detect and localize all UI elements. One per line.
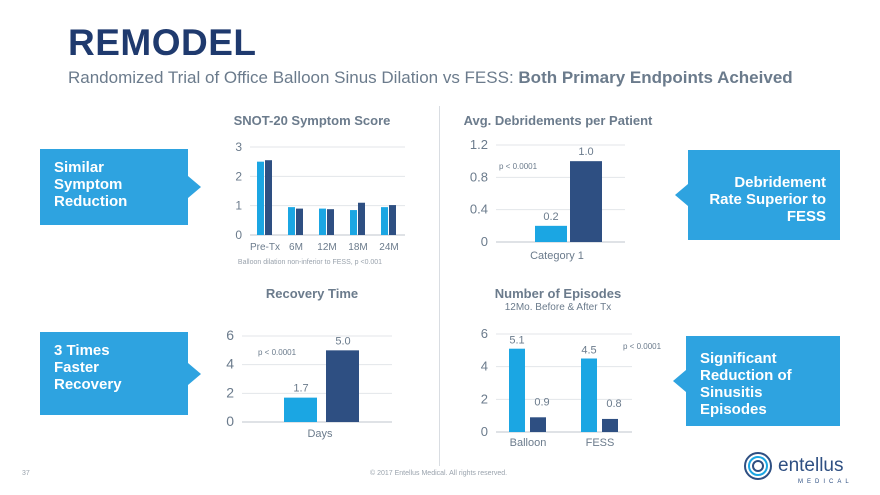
y-tick-label: 2 xyxy=(235,169,242,183)
page-number: 37 xyxy=(22,470,30,477)
debride-chart: 1.2 0.8 0.4 0 0.2 1.0 p < 0.0001 Category 1 xyxy=(470,137,625,262)
logo-sub: MEDICAL xyxy=(798,479,853,485)
episodes-pvalue: p < 0.0001 xyxy=(623,342,662,351)
bar-fess-before xyxy=(581,358,597,432)
y-tick-label: 0 xyxy=(235,228,242,242)
entellus-logo: entellus MEDICAL xyxy=(744,452,853,485)
callout-debridement: Debridement Rate Superior to FESS xyxy=(675,150,840,240)
logo-name: entellus xyxy=(778,455,844,476)
y-tick-label: 2 xyxy=(226,384,234,400)
debride-category: Category 1 xyxy=(530,250,584,262)
bar-balloon-24m xyxy=(381,207,388,235)
x-tick-label: 24M xyxy=(379,242,398,253)
y-tick-label: 0 xyxy=(226,413,234,429)
y-tick-label: 0.4 xyxy=(470,202,488,217)
bar-balloon-12m xyxy=(319,208,326,235)
recovery-category: Days xyxy=(307,428,333,440)
callout-symptom-text: Similar Symptom Reduction xyxy=(54,159,128,210)
x-tick-label: 12M xyxy=(317,242,336,253)
episodes-chart: 6 4 2 0 5.1 0.9 4.5 0.8 Balloon FESS p < 0.0001 xyxy=(481,326,662,449)
snot-chart: 3 2 1 0 Pre-Tx 6M 12M 18M 24M Balloon dilation n… xyxy=(235,140,405,266)
data-label: 0.2 xyxy=(543,211,558,223)
callout-recovery-text: 3 Times Faster Recovery xyxy=(54,342,122,393)
callout-symptom: Similar Symptom Reduction xyxy=(40,149,201,225)
debride-pvalue: p < 0.0001 xyxy=(499,162,538,171)
x-tick-label: Pre-Tx xyxy=(250,242,280,253)
swirl-icon xyxy=(744,452,772,480)
bar-balloon-after xyxy=(530,417,546,432)
x-tick-label: Balloon xyxy=(510,437,547,449)
data-label: 4.5 xyxy=(581,345,596,357)
snot-footnote: Balloon dilation non-inferior to FESS, p… xyxy=(238,259,382,266)
bar-balloon xyxy=(284,397,317,422)
bar-fess-pre-tx xyxy=(265,160,272,235)
callout-debridement-text: Debridement Rate Superior to FESS xyxy=(709,174,826,225)
page-title: REMODEL xyxy=(68,22,257,63)
bar-fess-12m xyxy=(327,209,334,235)
y-tick-label: 6 xyxy=(481,326,488,341)
bar-fess xyxy=(326,350,359,422)
y-tick-label: 0 xyxy=(481,424,488,439)
callout-episodes: Significant Reduction of Sinusitis Episo… xyxy=(673,336,840,426)
recovery-chart-title: Recovery Time xyxy=(265,286,359,301)
debride-chart-title: Avg. Debridements per Patient xyxy=(463,113,653,128)
data-label: 0.8 xyxy=(606,398,621,410)
x-tick-label: 18M xyxy=(348,242,367,253)
y-tick-label: 4 xyxy=(226,356,234,372)
y-tick-label: 2 xyxy=(481,391,488,406)
bar-balloon-6m xyxy=(288,207,295,235)
y-tick-label: 6 xyxy=(226,327,234,343)
data-label: 5.0 xyxy=(335,335,350,347)
callout-recovery: 3 Times Faster Recovery xyxy=(40,332,201,415)
copyright: © 2017 Entellus Medical. All rights rese… xyxy=(370,470,508,477)
callout-episodes-text: Significant Reduction of Sinusitis Episo… xyxy=(700,350,792,418)
x-tick-label: 6M xyxy=(289,242,303,253)
bar-balloon-pre-tx xyxy=(257,161,264,235)
bar-fess-6m xyxy=(296,208,303,235)
data-label: 5.1 xyxy=(509,335,524,347)
recovery-chart: 6 4 2 0 1.7 5.0 p < 0.0001 Days xyxy=(226,327,392,440)
subtitle-bold: Both Primary Endpoints Acheived xyxy=(518,68,793,87)
y-tick-label: 3 xyxy=(235,140,242,154)
snot-chart-title: SNOT-20 Symptom Score xyxy=(233,113,391,128)
bar-balloon xyxy=(535,225,567,242)
bar-fess xyxy=(570,161,602,242)
vertical-divider xyxy=(439,106,440,466)
bar-fess-after xyxy=(602,418,618,432)
bar-fess-24m xyxy=(389,205,396,235)
bar-balloon-before xyxy=(509,348,525,432)
y-tick-label: 1.2 xyxy=(470,137,488,152)
bar-balloon-18m xyxy=(350,210,357,235)
page-subtitle: Randomized Trial of Office Balloon Sinus… xyxy=(68,68,793,88)
y-tick-label: 4 xyxy=(481,359,488,374)
episodes-chart-subtitle: 12Mo. Before & After Tx xyxy=(504,302,612,313)
data-label: 1.0 xyxy=(578,146,593,158)
subtitle-plain: Randomized Trial of Office Balloon Sinus… xyxy=(68,68,519,87)
y-tick-label: 0 xyxy=(481,234,488,249)
x-tick-label: FESS xyxy=(586,437,615,449)
y-tick-label: 1 xyxy=(235,199,242,213)
bar-fess-18m xyxy=(358,202,365,235)
recovery-pvalue: p < 0.0001 xyxy=(258,348,297,357)
episodes-chart-title: Number of Episodes xyxy=(494,286,622,301)
data-label: 1.7 xyxy=(293,383,308,395)
y-tick-label: 0.8 xyxy=(470,169,488,184)
data-label: 0.9 xyxy=(534,396,549,408)
